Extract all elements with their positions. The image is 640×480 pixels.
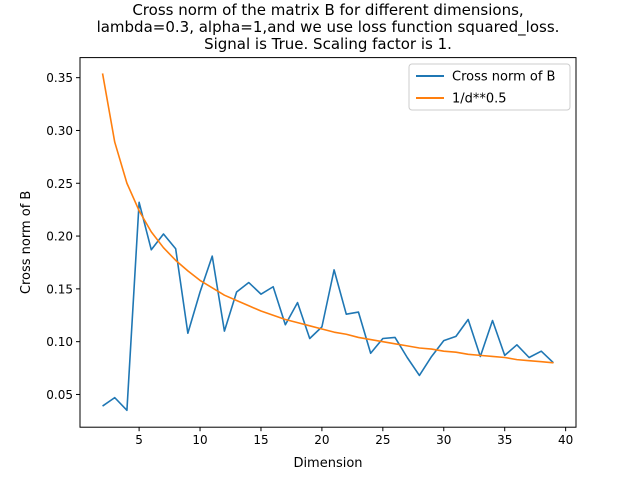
- y-tick-label: 0.10: [46, 335, 73, 349]
- y-tick-label: 0.25: [46, 177, 73, 191]
- y-tick-label: 0.15: [46, 282, 73, 296]
- y-tick-label: 0.30: [46, 124, 73, 138]
- series-layer: [101, 73, 555, 412]
- legend: Cross norm of B 1/d**0.5: [408, 63, 571, 111]
- series-line-1: [101, 73, 554, 364]
- x-tick-label: 35: [497, 433, 512, 447]
- x-tick-label: 20: [314, 433, 329, 447]
- y-tick-label: 0.20: [46, 230, 73, 244]
- legend-box: [408, 63, 571, 111]
- x-axis: 5 10 15 20 25 30 35 40: [135, 427, 573, 447]
- y-axis-label: Cross norm of B: [19, 191, 34, 294]
- chart-title-line-2: lambda=0.3, alpha=1,and we use loss func…: [97, 18, 560, 37]
- y-tick-label: 0.05: [46, 388, 73, 402]
- chart-title-line-1: Cross norm of the matrix B for different…: [132, 1, 523, 19]
- x-tick-label: 15: [253, 433, 268, 447]
- y-tick-label: 0.35: [46, 71, 73, 85]
- legend-label-inverse-sqrt: 1/d**0.5: [452, 92, 507, 107]
- axes-frame: [79, 57, 577, 428]
- plot-area: [79, 57, 577, 428]
- y-axis: 0.05 0.10 0.15 0.20 0.25 0.30 0.35: [46, 71, 80, 402]
- legend-label-cross-norm: Cross norm of B: [452, 70, 555, 85]
- x-tick-label: 5: [135, 433, 143, 447]
- x-tick-label: 10: [192, 433, 207, 447]
- x-tick-label: 40: [558, 433, 573, 447]
- x-tick-label: 30: [436, 433, 451, 447]
- x-tick-label: 25: [375, 433, 390, 447]
- chart-title-line-3: Signal is True. Scaling factor is 1.: [204, 35, 452, 53]
- x-axis-label: Dimension: [293, 456, 362, 471]
